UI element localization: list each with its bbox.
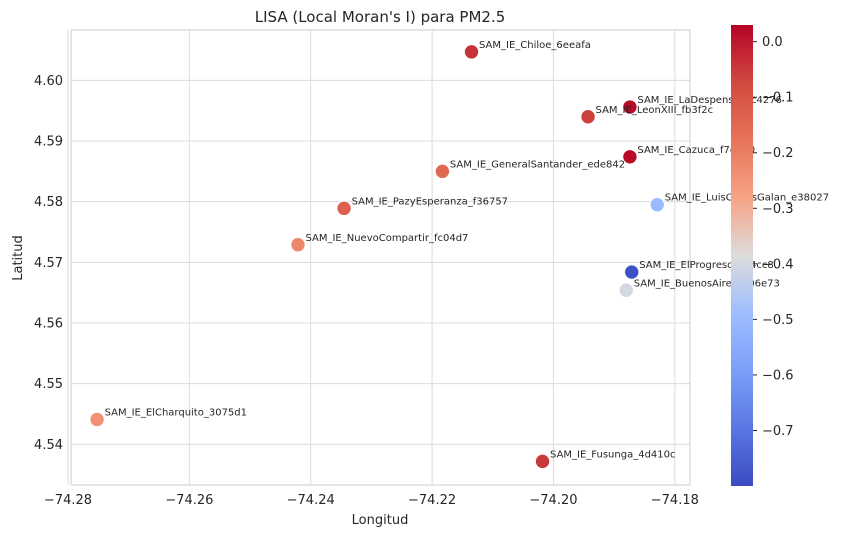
x-tick-labels: −74.28 −74.26 −74.24 −74.22 −74.20 −74.18 (44, 493, 699, 508)
scatter-point (624, 264, 640, 280)
y-axis-title: Latitud (11, 235, 26, 281)
colorbar-ticks: 0.0 −0.1 −0.2 −0.3 −0.4 −0.5 −0.6 −0.7 (753, 35, 794, 439)
point-label: SAM_IE_Fusunga_4d410c (550, 449, 675, 460)
x-tick-label: −74.22 (408, 493, 456, 508)
scatter-point (89, 411, 105, 428)
colorbar-tick-label: −0.6 (762, 368, 794, 383)
plot-frame (70, 29, 691, 486)
scatter-point (622, 99, 638, 115)
point-labels: SAM_IE_Chiloe_6eeafa SAM_IE_LaDespensa_7c… (105, 40, 830, 460)
y-tick-label: 4.58 (34, 195, 63, 210)
point-label: SAM_IE_ElCharquito_3075d1 (105, 407, 247, 418)
point-label: SAM_IE_BuenosAires_306e73 (634, 278, 780, 289)
y-tick-label: 4.60 (34, 74, 63, 89)
y-tick-label: 4.57 (34, 256, 63, 271)
scatter-point (463, 44, 480, 60)
point-label: SAM_IE_LeonXIII_fb3f2c (596, 105, 714, 116)
y-tick-label: 4.54 (34, 438, 63, 453)
scatter-point (336, 200, 352, 217)
colorbar (731, 25, 753, 486)
y-tick-label: 4.56 (34, 317, 63, 332)
colorbar-tick-label: −0.2 (762, 146, 794, 161)
scatter-point (649, 197, 665, 213)
grid-lines (67, 30, 690, 485)
scatter-point (622, 149, 638, 165)
scatter-points (89, 44, 665, 470)
colorbar-tick-label: −0.3 (762, 202, 794, 217)
x-tick-label: −74.24 (287, 493, 335, 508)
colorbar-tick-label: −0.4 (762, 257, 794, 272)
chart-title: LISA (Local Moran's I) para PM2.5 (255, 8, 506, 26)
point-label: SAM_IE_Cazuca_f7e900 (637, 145, 755, 156)
point-label: SAM_IE_NuevoCompartir_fc04d7 (305, 233, 468, 244)
scatter-point (580, 109, 596, 125)
colorbar-tick-label: −0.5 (762, 313, 794, 328)
colorbar-tick-label: 0.0 (762, 35, 783, 50)
y-tick-label: 4.59 (34, 135, 63, 150)
colorbar-tick-label: −0.7 (762, 424, 794, 439)
y-tick-labels: 4.54 4.55 4.56 4.57 4.58 4.59 4.60 (34, 74, 63, 453)
scatter-point (534, 453, 551, 470)
scatter-point (434, 163, 451, 180)
point-label: SAM_IE_Chiloe_6eeafa (479, 40, 591, 51)
colorbar-tick-label: −0.1 (762, 91, 794, 106)
x-tick-label: −74.20 (529, 493, 577, 508)
x-tick-label: −74.28 (44, 493, 92, 508)
point-label: SAM_IE_GeneralSantander_ede842 (450, 159, 625, 170)
point-label: SAM_IE_ElProgreso_1c4cc8 (639, 260, 774, 271)
point-label: SAM_IE_PazyEsperanza_f36757 (352, 196, 508, 207)
x-axis-title: Longitud (352, 513, 409, 528)
y-tick-label: 4.55 (34, 377, 63, 392)
plot-background (71, 30, 690, 485)
x-tick-label: −74.18 (651, 493, 699, 508)
x-tick-label: −74.26 (165, 493, 213, 508)
point-label: SAM_IE_LaDespensa_7c4276 (637, 95, 782, 106)
scatter-point (290, 237, 306, 253)
scatter-point (618, 282, 634, 298)
